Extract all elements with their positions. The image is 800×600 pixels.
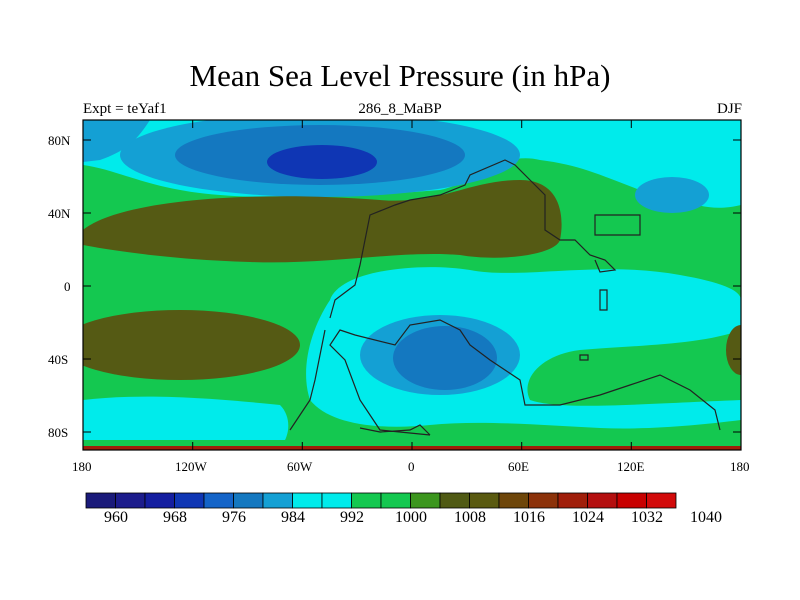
- field-nw-blue: [83, 120, 150, 162]
- season-label: DJF: [716, 101, 742, 117]
- colorbar-box: [587, 492, 618, 509]
- x-tick-180w: 180: [72, 459, 92, 474]
- colorbar-label-1040: 1040: [690, 509, 722, 526]
- colorbar-label-1008: 1008: [454, 509, 486, 526]
- colorbar-label-984: 984: [281, 509, 305, 526]
- coastline: [289, 159, 721, 436]
- colorbar-box: [557, 492, 588, 509]
- x-tick-120w: 120W: [175, 459, 207, 474]
- colorbar: [85, 492, 677, 509]
- x-tick-0: 0: [408, 459, 415, 474]
- colorbar-box: [115, 492, 146, 509]
- period-label: 286_8_MaBP: [358, 101, 442, 117]
- field-south-high: [83, 310, 300, 380]
- colorbar-box: [410, 492, 441, 509]
- y-tick-80s: 80S: [48, 425, 69, 440]
- x-tick-60e: 60E: [508, 459, 529, 474]
- field-north-high: [83, 180, 562, 263]
- colorbar-label-992: 992: [340, 509, 364, 526]
- colorbar-label-960: 960: [104, 509, 128, 526]
- field-east-high: [726, 325, 741, 375]
- colorbar-box: [292, 492, 323, 509]
- colorbar-box: [144, 492, 175, 509]
- colorbar-box: [203, 492, 234, 509]
- field-ne-low: [635, 177, 709, 213]
- colorbar-box: [646, 492, 677, 509]
- pressure-field: [83, 120, 741, 450]
- colorbar-box: [321, 492, 352, 509]
- map-title: Mean Sea Level Pressure (in hPa): [189, 58, 611, 93]
- experiment-label: Expt = teYaf1: [83, 101, 167, 117]
- x-tick-180e: 180: [730, 459, 750, 474]
- colorbar-label-1024: 1024: [572, 509, 604, 526]
- x-tick-60w: 60W: [287, 459, 313, 474]
- x-tick-120e: 120E: [617, 459, 645, 474]
- colorbar-label-1016: 1016: [513, 509, 545, 526]
- colorbar-box: [616, 492, 647, 509]
- field-circumpolar-cyan: [83, 396, 289, 440]
- colorbar-box: [351, 492, 382, 509]
- y-tick-80n: 80N: [48, 133, 71, 148]
- x-tick-marks: [82, 120, 742, 450]
- y-tick-0: 0: [64, 279, 71, 294]
- y-tick-40s: 40S: [48, 352, 69, 367]
- colorbar-label-1032: 1032: [631, 509, 663, 526]
- colorbar-label-968: 968: [163, 509, 187, 526]
- colorbar-box: [262, 492, 293, 509]
- colorbar-box: [469, 492, 500, 509]
- colorbar-box: [233, 492, 264, 509]
- field-south-low: [393, 326, 497, 390]
- colorbar-label-976: 976: [222, 509, 246, 526]
- colorbar-box: [439, 492, 470, 509]
- colorbar-box: [380, 492, 411, 509]
- colorbar-box: [174, 492, 205, 509]
- y-tick-marks: [83, 139, 741, 433]
- colorbar-box: [498, 492, 529, 509]
- y-tick-40n: 40N: [48, 206, 71, 221]
- field-north-deep-low: [267, 145, 377, 179]
- colorbar-box: [528, 492, 559, 509]
- colorbar-label-1000: 1000: [395, 509, 427, 526]
- colorbar-box: [85, 492, 116, 509]
